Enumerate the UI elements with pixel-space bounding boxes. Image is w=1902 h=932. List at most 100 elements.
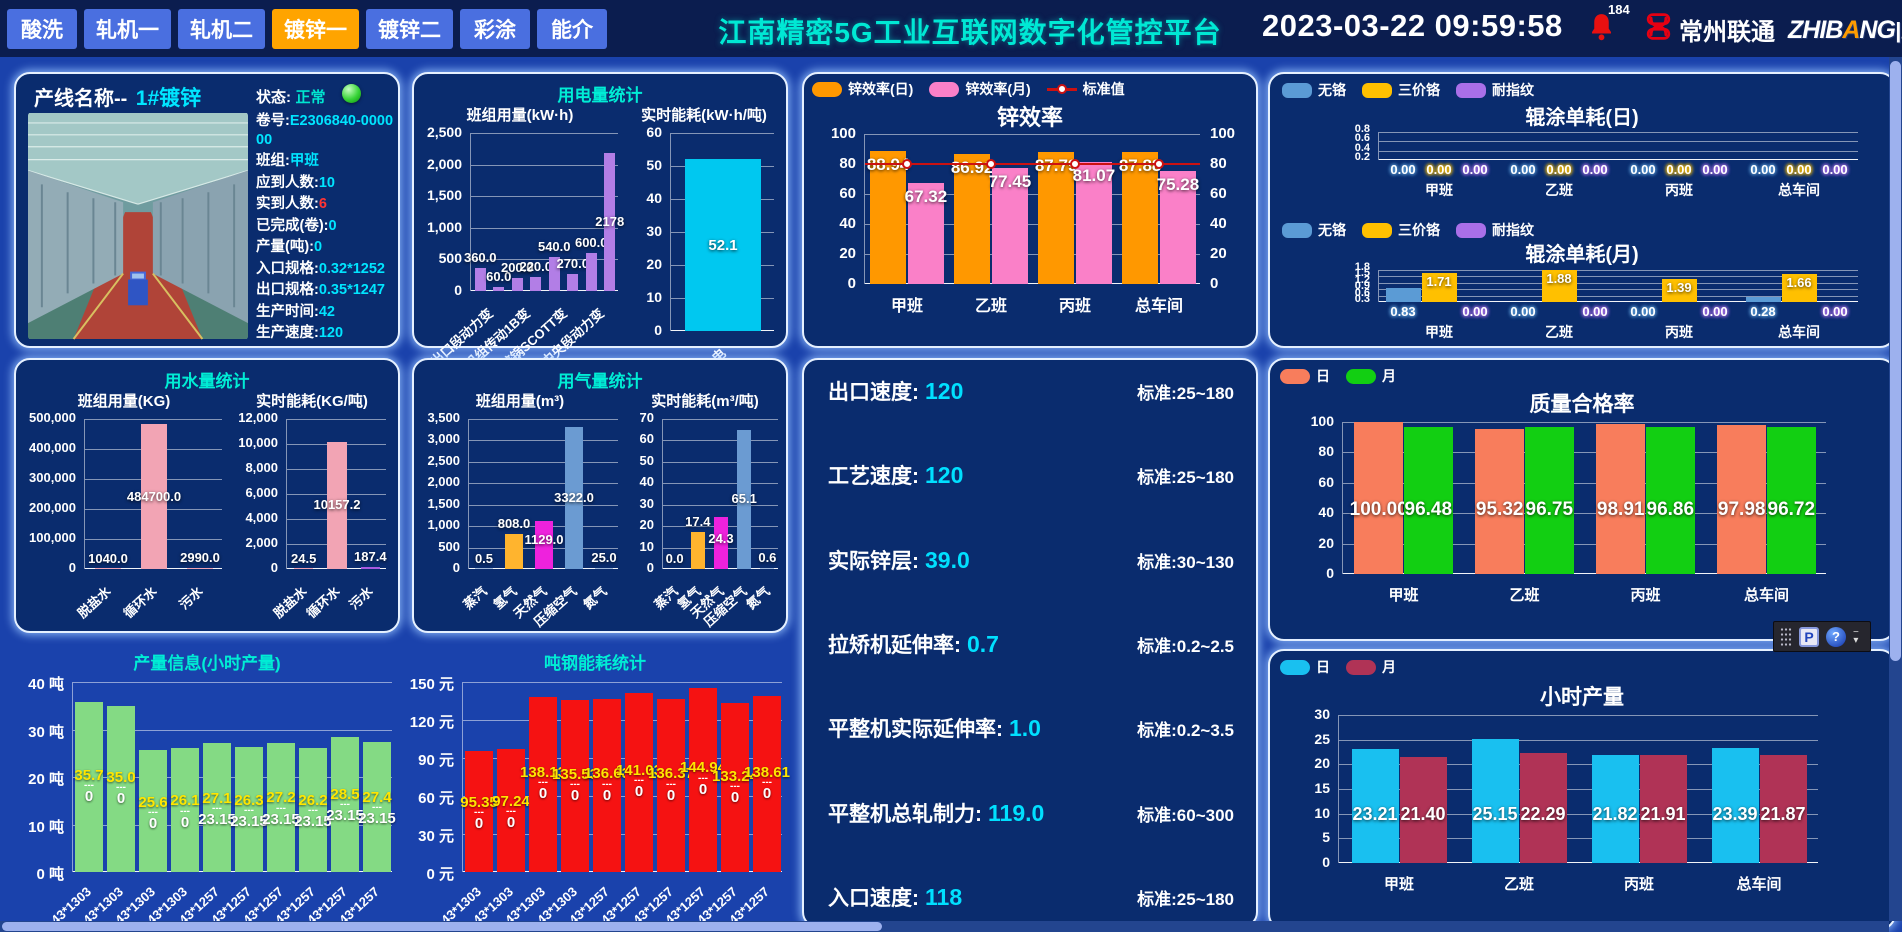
line-info-fields: 卷号:E2306840-000000 班组:甲班 应到人数:10 实到人数:6 已完成(… <box>256 112 396 346</box>
chart-subtitle: 班组用量(kW·h) <box>466 107 574 124</box>
legend-item[interactable]: 耐指纹 <box>1456 80 1534 100</box>
bar-value-label: 484700.0 <box>126 488 182 504</box>
bar <box>493 287 505 291</box>
minimize-icon[interactable]: − <box>1853 626 1859 638</box>
panel-title: 用气量统计 <box>557 372 643 391</box>
bar-value-separator: --- <box>729 780 740 792</box>
info-field-value: 0 <box>328 217 337 234</box>
legend-item[interactable]: 无铬 <box>1282 220 1346 240</box>
bar-value-primary: 138.13 <box>520 764 566 782</box>
bar-value-label: 95.32 <box>1475 499 1524 521</box>
bar <box>624 693 654 872</box>
bar-value-separator: --- <box>371 802 382 814</box>
bar <box>594 567 614 569</box>
y-axis-tick-label: 60 元 <box>418 790 454 807</box>
bar-value-stack: 135.53 --- 0 <box>540 767 610 804</box>
electricity-group-usage-chart: 360.0 60.0 200.0 220.0 540.0 270.0 600.0 2178 出口… <box>418 124 624 372</box>
bar-value-label: 24.3 <box>708 530 734 546</box>
y-axis-tick-label: 400,000 <box>29 440 76 455</box>
metric-standard-range: 标准:0.2~3.5 <box>1137 721 1234 741</box>
bar-value-label: 100.00 <box>1349 499 1408 521</box>
bar-value-label: 86.92 <box>950 157 994 177</box>
bar-value-label: 25.0 <box>591 549 617 565</box>
x-category-label: 总车间 <box>1743 587 1789 604</box>
alarm-bell-button[interactable]: 184 <box>1588 2 1630 53</box>
bar-value-label: 0.83 <box>1390 304 1416 319</box>
status-value: 正常 <box>295 89 326 106</box>
y-axis-tick-label: 30 元 <box>418 828 454 845</box>
legend-item[interactable]: 月 <box>1346 366 1396 386</box>
program-icon[interactable]: P <box>1799 626 1819 647</box>
legend-item[interactable]: 三价铬 <box>1362 220 1440 240</box>
bar-value-stack: 136.63 --- 0 <box>572 766 642 803</box>
y-axis-tick-label: 2,000 <box>427 474 460 489</box>
zinc-efficiency-panel: 锌效率(日) 锌效率(月) 标准值 锌效率 88.94 67.32 甲班 86.92 77.… <box>802 72 1258 348</box>
nav-tab-镀锌一[interactable]: 镀锌一 <box>272 9 359 49</box>
horizontal-scrollbar[interactable] <box>0 921 1889 932</box>
y-axis-tick-label: 500 <box>438 250 462 266</box>
metric-label: 平整机实际延伸率: <box>828 718 1003 742</box>
y-axis-tick-label: 0.2 <box>1354 151 1370 163</box>
legend-label: 锌效率(月) <box>965 81 1031 97</box>
bar-value-secondary: 0 <box>506 813 516 831</box>
gas-usage-panel: 用气量统计 班组用量(m³) 实时能耗(m³/吨) 0.5 808.0 1129.0… <box>412 358 788 633</box>
bar-value-label: 0.00 <box>1822 162 1848 177</box>
y-axis-tick-label-right: 80 <box>1210 155 1227 172</box>
bar <box>1661 278 1697 302</box>
bar-value-label: 0.00 <box>1750 162 1776 177</box>
bar-value-separator: --- <box>339 799 350 811</box>
water-group-usage-chart: 1040.0 484700.0 2990.0 脱盐水 循环水 污水 500,000 400,0… <box>20 410 228 631</box>
legend-item[interactable]: 日 <box>1280 657 1330 677</box>
legend-item[interactable]: 无铬 <box>1282 80 1346 100</box>
y-axis-tick-label: 3,000 <box>427 431 460 446</box>
vertical-scrollbar-thumb[interactable] <box>1890 61 1901 661</box>
nav-tab-轧机二[interactable]: 轧机二 <box>178 9 265 49</box>
legend-swatch <box>1280 368 1310 384</box>
bar-value-secondary: 23.15 <box>358 810 396 828</box>
info-field-row: 生产时间:42 <box>256 303 396 322</box>
x-axis-line <box>865 283 1200 284</box>
legend-item[interactable]: 月 <box>1346 657 1396 677</box>
status-label: 状态: <box>256 89 291 106</box>
roller-coating-day-chart: 0.00 0.00 0.00 甲班 0.00 0.00 0.00 乙班 0.00 0.00 0.00… <box>1282 123 1886 216</box>
legend-item[interactable]: 耐指纹 <box>1456 220 1534 240</box>
y-axis-tick-label: 2,000 <box>426 156 462 172</box>
bar-value-label: 0.00 <box>1822 304 1848 319</box>
bar-value-label: 360.0 <box>463 250 497 266</box>
nav-tab-镀锌二[interactable]: 镀锌二 <box>366 9 453 49</box>
bar-value-secondary: 23.15 <box>262 810 300 828</box>
metric-label-value: 工艺速度: 120 <box>828 460 963 490</box>
bar <box>656 699 686 872</box>
y-axis-tick-label: 0 <box>454 282 462 298</box>
nav-tab-酸洗[interactable]: 酸洗 <box>7 9 77 49</box>
bar <box>504 534 524 569</box>
bar <box>235 747 263 872</box>
toolbar-drag-handle-icon[interactable] <box>1780 626 1792 647</box>
bar <box>511 278 523 291</box>
bar-value-primary: 136.63 <box>584 765 630 783</box>
legend-item[interactable]: 锌效率(日) <box>812 79 913 99</box>
legend-item[interactable]: 三价铬 <box>1362 80 1440 100</box>
help-icon[interactable]: ? <box>1826 626 1846 647</box>
legend-item[interactable]: 标准值 <box>1046 79 1125 99</box>
horizontal-scrollbar-thumb[interactable] <box>2 922 882 931</box>
bar-value-primary: 28.5 <box>330 785 360 803</box>
bar-value-separator: --- <box>84 780 94 792</box>
bar-value-label: 21.82 <box>1592 803 1638 824</box>
info-field-value: 甲班 <box>289 153 319 169</box>
nav-tab-彩涂[interactable]: 彩涂 <box>460 9 530 49</box>
legend-item[interactable]: 锌效率(月) <box>929 79 1031 99</box>
gridline <box>73 825 392 826</box>
nav-tab-能介[interactable]: 能介 <box>537 9 607 49</box>
y-axis-tick-label: 1.8 <box>1354 261 1370 273</box>
nav-tab-轧机一[interactable]: 轧机一 <box>84 9 171 49</box>
bar-value-label: 0.00 <box>1786 162 1812 177</box>
bar <box>1639 754 1687 863</box>
y-axis-tick-label: 0.8 <box>1354 123 1370 135</box>
legend-item[interactable]: 日 <box>1280 366 1330 386</box>
chevron-down-icon[interactable]: ▾ <box>1853 634 1859 646</box>
bar <box>1354 422 1403 574</box>
toolbar-dropdown-icon[interactable]: − ▾ <box>1853 626 1859 646</box>
legend-swatch <box>1282 222 1312 238</box>
vertical-scrollbar[interactable] <box>1889 57 1902 921</box>
